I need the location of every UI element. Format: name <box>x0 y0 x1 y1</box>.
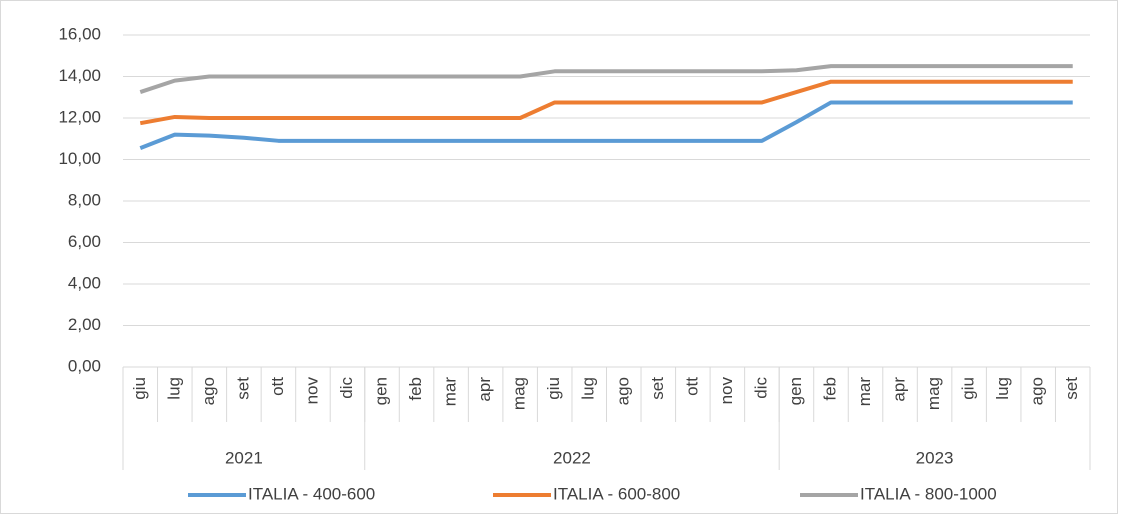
series-line <box>139 100 1073 150</box>
legend-label: ITALIA - 400-600 <box>248 484 375 503</box>
x-tick-label: lug <box>579 377 598 400</box>
legend-label: ITALIA - 800-1000 <box>860 484 997 503</box>
y-tick-label: 16,00 <box>58 24 101 43</box>
x-tick-label: lug <box>164 377 183 400</box>
x-tick-label: apr <box>890 377 909 402</box>
x-tick-label: nov <box>302 377 321 405</box>
x-tick-label: gen <box>372 377 391 405</box>
x-tick-label: giu <box>544 377 563 400</box>
y-tick-label: 0,00 <box>68 356 101 375</box>
x-tick-label: gen <box>786 377 805 405</box>
x-tick-label: ago <box>1028 377 1047 405</box>
y-tick-label: 12,00 <box>58 107 101 126</box>
x-tick-label: feb <box>406 377 425 401</box>
x-tick-label: nov <box>717 377 736 405</box>
x-tick-label: giu <box>959 377 978 400</box>
x-tick-label: mag <box>924 377 943 410</box>
x-tick-label: apr <box>475 377 494 402</box>
y-tick-label: 4,00 <box>68 273 101 292</box>
series-line <box>139 64 1073 94</box>
x-tick-label: lug <box>993 377 1012 400</box>
group-label: 2021 <box>225 448 263 467</box>
x-tick-label: ott <box>268 377 287 396</box>
y-tick-label: 14,00 <box>58 66 101 85</box>
y-tick-label: 8,00 <box>68 190 101 209</box>
y-tick-label: 10,00 <box>58 149 101 168</box>
y-tick-label: 2,00 <box>68 315 101 334</box>
x-tick-label: set <box>1062 377 1081 400</box>
x-tick-label: set <box>233 377 252 400</box>
x-tick-label: ott <box>682 377 701 396</box>
x-tick-label: dic <box>337 377 356 399</box>
y-tick-label: 6,00 <box>68 232 101 251</box>
x-tick-label: giu <box>130 377 149 400</box>
x-tick-label: ago <box>613 377 632 405</box>
x-tick-label: mar <box>855 377 874 407</box>
x-tick-label: set <box>648 377 667 400</box>
group-label: 2023 <box>916 448 954 467</box>
x-tick-label: feb <box>820 377 839 401</box>
legend-label: ITALIA - 600-800 <box>553 484 680 503</box>
x-tick-label: mar <box>441 377 460 407</box>
series-line <box>139 79 1073 126</box>
x-tick-label: mag <box>510 377 529 410</box>
x-tick-label: ago <box>199 377 218 405</box>
group-label: 2022 <box>553 448 591 467</box>
x-tick-label: dic <box>751 377 770 399</box>
